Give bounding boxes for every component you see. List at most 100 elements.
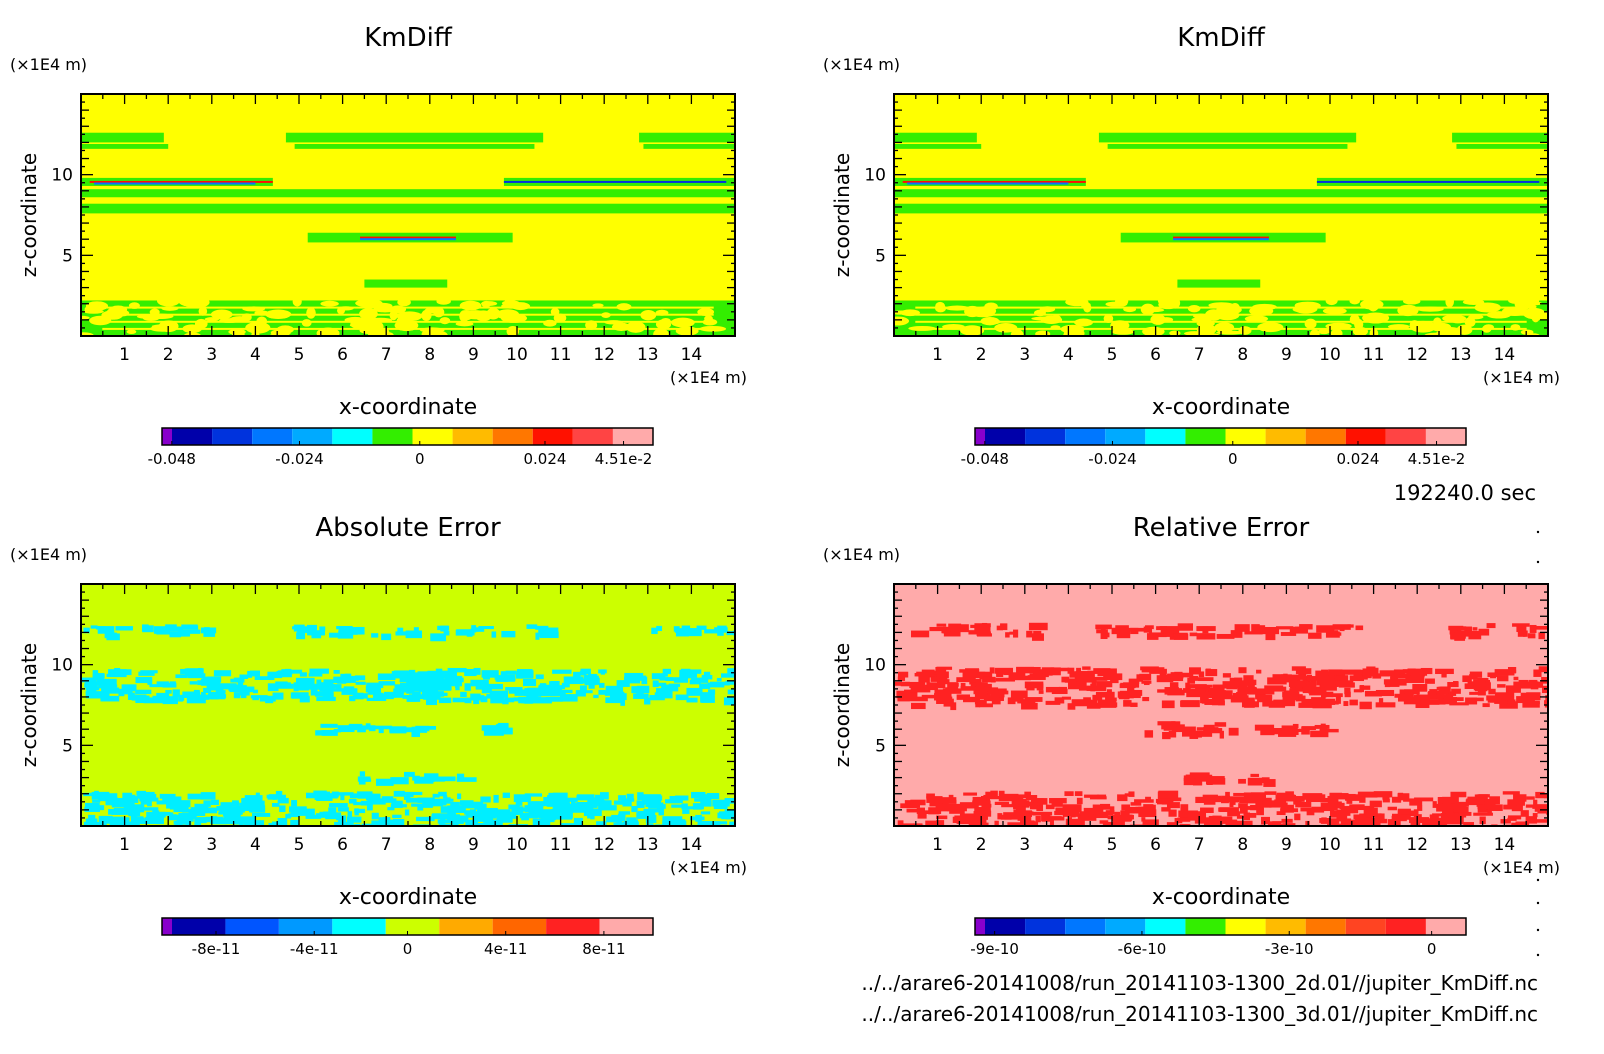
contour-cell (424, 307, 440, 314)
error-cell (490, 809, 510, 817)
error-cell (1486, 695, 1506, 701)
error-cell (982, 677, 996, 683)
error-cell (1227, 811, 1241, 817)
error-cell (224, 810, 243, 815)
error-cell (936, 699, 952, 704)
error-cell (1017, 810, 1033, 817)
error-cell (1353, 689, 1363, 693)
contour-cell (1214, 322, 1235, 333)
error-cell (144, 817, 163, 824)
error-cell (524, 689, 530, 697)
error-cell (495, 677, 515, 682)
colorbar-swatch (1305, 428, 1346, 445)
error-cell (508, 804, 520, 810)
error-cell (1535, 791, 1545, 799)
contour-cell (1474, 302, 1502, 313)
error-cell (1154, 667, 1165, 671)
error-cell (1008, 672, 1023, 679)
error-cell (975, 702, 981, 708)
error-cell (605, 816, 623, 823)
error-cell (411, 726, 428, 733)
error-cell (85, 694, 106, 699)
error-cell (1007, 697, 1016, 705)
error-cell (135, 676, 153, 684)
error-cell (393, 818, 405, 826)
error-cell (392, 803, 403, 808)
error-cell (665, 677, 682, 682)
error-cell (1009, 631, 1017, 635)
error-cell (1141, 668, 1151, 673)
error-cell (371, 812, 379, 820)
error-cell (1316, 625, 1335, 633)
error-cell (1077, 813, 1097, 821)
error-cell (532, 818, 551, 826)
error-cell (1394, 693, 1414, 698)
x-tick-label: 6 (337, 835, 348, 855)
error-cell (1428, 818, 1438, 824)
error-cell (588, 801, 598, 808)
x-tick-label: 2 (976, 835, 987, 855)
error-cell (1054, 810, 1074, 816)
error-cell (948, 799, 957, 804)
error-cell (480, 796, 491, 803)
error-cell (1165, 689, 1177, 695)
error-cell (1418, 684, 1427, 690)
error-cell (508, 689, 525, 694)
error-cell (598, 689, 606, 695)
error-cell (438, 791, 447, 797)
error-cell (1205, 669, 1218, 677)
error-cell (403, 727, 418, 733)
error-cell (645, 823, 654, 826)
error-cell (413, 680, 426, 688)
error-cell (319, 811, 327, 816)
error-cell (1083, 807, 1100, 815)
error-cell (1391, 670, 1400, 677)
error-cell (998, 793, 1019, 802)
contour-cell (1531, 311, 1540, 323)
error-cell (91, 791, 110, 800)
error-cell (316, 696, 336, 702)
contour-extreme (94, 182, 256, 185)
contour-cell (1349, 297, 1361, 305)
error-cell (1257, 694, 1273, 703)
error-cell (391, 670, 401, 678)
colorbar-tick-label: -6e-10 (1118, 940, 1167, 958)
error-cell (393, 790, 405, 797)
error-cell (1054, 699, 1065, 704)
error-cell (1477, 677, 1489, 682)
error-cell (585, 681, 597, 686)
error-cell (124, 821, 133, 826)
contour-layer (81, 624, 735, 826)
error-cell (651, 673, 666, 680)
contour-cell (1060, 324, 1085, 334)
error-cell (1054, 697, 1063, 702)
error-cell (689, 816, 705, 821)
error-cell (542, 809, 554, 817)
contour-cell (1317, 328, 1331, 335)
error-cell (424, 773, 439, 780)
error-cell (972, 796, 987, 801)
error-cell (84, 802, 100, 810)
error-cell (1110, 676, 1119, 684)
error-cell (1166, 822, 1179, 826)
error-cell (1346, 806, 1359, 814)
error-cell (588, 684, 595, 689)
error-cell (140, 800, 149, 805)
error-cell (1168, 809, 1177, 817)
error-cell (228, 685, 247, 691)
error-cell (1530, 681, 1539, 690)
error-cell (600, 669, 605, 675)
x-tick-label: 3 (206, 835, 217, 855)
error-cell (1462, 675, 1472, 683)
contour-cell (1354, 318, 1364, 330)
contour-cell (1468, 314, 1484, 320)
x-unit-label: (×1E4 m) (670, 368, 747, 387)
error-cell (1309, 688, 1327, 696)
error-cell (152, 695, 163, 702)
error-cell (573, 817, 583, 826)
error-cell (489, 690, 509, 698)
error-cell (1176, 672, 1194, 678)
error-cell (1074, 791, 1083, 796)
error-cell (1111, 627, 1129, 635)
error-cell (1159, 673, 1167, 680)
